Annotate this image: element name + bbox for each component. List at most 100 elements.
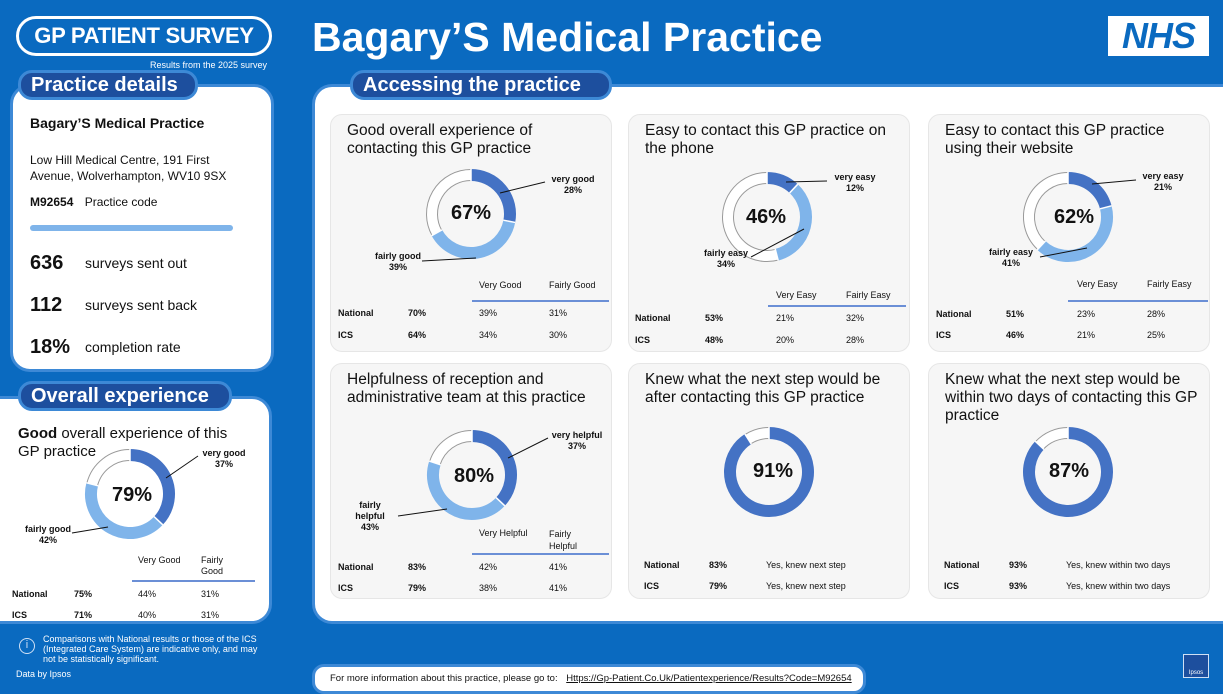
stat-label: completion rate (85, 339, 181, 355)
donut-separator (86, 482, 99, 487)
card-title: Knew what the next step would be after c… (645, 371, 881, 406)
donut-separator (153, 516, 164, 526)
footer-text: For more information about this practice… (330, 673, 852, 684)
card3-table-rule (1068, 300, 1208, 302)
phone-contact-pct: 46% (745, 206, 787, 228)
overall-leader-lines (71, 455, 199, 534)
donut-remainder-fill (427, 170, 472, 236)
overall-callout-very-good: very good 37% (202, 448, 246, 469)
card4-col-fairly-helpful: Fairly Helpful (549, 529, 578, 551)
page-title: Bagary’S Medical Practice (312, 14, 823, 60)
stat-label: surveys sent out (85, 255, 187, 271)
contact-experience-pct: 67% (450, 202, 492, 224)
practice-name: Bagary’S Medical Practice (30, 115, 205, 131)
stat-value: 636 (30, 251, 64, 274)
donut-separator (744, 433, 752, 445)
card4-col-very-helpful: Very Helpful (479, 528, 528, 538)
donut-separator (431, 229, 443, 237)
card-title: Good overall experience of contacting th… (347, 122, 533, 157)
website-contact-pct: 62% (1053, 206, 1095, 228)
card-knew-within-two-days: Knew what the next step would be within … (928, 363, 1210, 599)
donut-separator (1099, 205, 1112, 210)
overall-donut-chart (85, 449, 175, 539)
address-line-2: Avenue, Wolverhampton, WV10 9SX (30, 169, 227, 183)
donut-separator (428, 460, 441, 466)
donut-segment-fairly (431, 219, 516, 259)
callout-very-good: very good 28% (551, 174, 595, 195)
info-icon: i (19, 638, 35, 654)
donut-segment-very-good (129, 449, 175, 525)
stat-value: 112 (30, 293, 63, 316)
card2-col-very-easy: Very Easy (776, 290, 817, 300)
reception-helpfulness-pct: 80% (453, 465, 495, 487)
donut-separator (789, 183, 799, 194)
card2-col-fairly-easy: Fairly Easy (846, 290, 891, 300)
address-line-1: Low Hill Medical Centre, 191 First (30, 153, 210, 167)
card-title: Easy to contact this GP practice using t… (945, 122, 1165, 157)
callout-fairly-good: fairly good 39% (374, 251, 421, 272)
overall-question-line2: GP practice (18, 443, 97, 460)
card-contact-experience: Good overall experience of contacting th… (330, 114, 612, 352)
card-knew-next-step: Knew what the next step would be after c… (628, 363, 910, 599)
stat-row: 112 surveys sent back (30, 284, 197, 326)
donut-segment-yes (1023, 427, 1113, 517)
callout-fairly-easy: fairly easy 41% (988, 247, 1034, 268)
practice-results-link[interactable]: Https://Gp-Patient.Co.Uk/Patientexperien… (566, 673, 852, 684)
practice-address: Low Hill Medical Centre, 191 First Avenu… (30, 152, 226, 184)
donut-remainder-fill (745, 428, 770, 444)
card-phone-contact: Easy to contact this GP practice on the … (628, 114, 910, 352)
disclaimer-text: Comparisons with National results or tho… (43, 634, 258, 664)
callout-very-helpful: very helpful 37% (551, 430, 603, 451)
card2-table-rule (768, 305, 906, 307)
callout-very-easy: very easy 21% (1142, 171, 1184, 192)
survey-stats: 636 surveys sent out 112 surveys sent back… (30, 242, 197, 368)
overall-donut-pct: 79% (111, 484, 153, 506)
donut-segment-fairly (1037, 205, 1113, 262)
practice-code: M92654 (30, 195, 74, 209)
knew-within-two-days-donut (1023, 427, 1113, 517)
donut-remainder-fill (1024, 173, 1069, 250)
donut-segment-very (1067, 172, 1112, 210)
card1-table-rule (472, 300, 609, 302)
ipsos-logo: Ipsos (1183, 654, 1209, 678)
practice-code-label: Practice code (84, 195, 158, 209)
reception-helpfulness-donut (427, 430, 517, 520)
donut-remainder-fill (723, 173, 778, 261)
card1-col-very-good: Very Good (479, 280, 522, 290)
accessing-tab: Accessing the practice (350, 70, 612, 100)
donut-remainder-fill (430, 431, 473, 465)
nhs-logo: NHS (1108, 15, 1209, 56)
phone-contact-donut (722, 172, 812, 262)
donut-separator (1036, 240, 1046, 251)
donut-segment-yes (724, 427, 814, 517)
card1-col-fairly-good: Fairly Good (549, 280, 596, 290)
logo-subtitle: Results from the 2025 survey (150, 60, 268, 70)
divider-bar (30, 225, 233, 231)
overall-experience-tab: Overall experience (18, 381, 232, 411)
footer-prefix: For more information about this practice… (330, 673, 558, 684)
data-by-ipsos: Data by Ipsos (16, 669, 72, 679)
overall-col-very-good: Very Good (138, 555, 181, 565)
overall-question-bold: Good (18, 425, 58, 442)
card4-table-rule (472, 553, 609, 555)
overall-question-rest: overall experience of this (57, 425, 228, 442)
overall-col-fairly-good: Fairly Good (201, 555, 224, 576)
card-reception-helpfulness: Helpfulness of reception and administrat… (330, 363, 612, 599)
overall-question: Good overall experience of this GP pract… (18, 425, 227, 461)
stat-label: surveys sent back (85, 297, 198, 313)
website-contact-donut (1023, 172, 1113, 262)
callout-very-easy: very easy 12% (834, 172, 876, 193)
card-title: Helpfulness of reception and administrat… (347, 371, 586, 406)
card-website-contact: Easy to contact this GP practice using t… (928, 114, 1210, 352)
overall-table-rule (132, 580, 255, 582)
card3-col-very-easy: Very Easy (1077, 279, 1118, 289)
practice-code-row: M92654 Practice code (30, 195, 157, 209)
donut-remainder-fill (1035, 428, 1069, 449)
gp-patient-survey-logo: GP PATIENT SURVEY (16, 16, 272, 56)
donut-separator (503, 219, 516, 224)
card-title: Knew what the next step would be within … (945, 371, 1198, 424)
callout-fairly-easy: fairly easy 34% (703, 248, 749, 269)
contact-experience-donut (426, 169, 516, 259)
callout-fairly-helpful: fairly helpful 43% (355, 500, 385, 532)
